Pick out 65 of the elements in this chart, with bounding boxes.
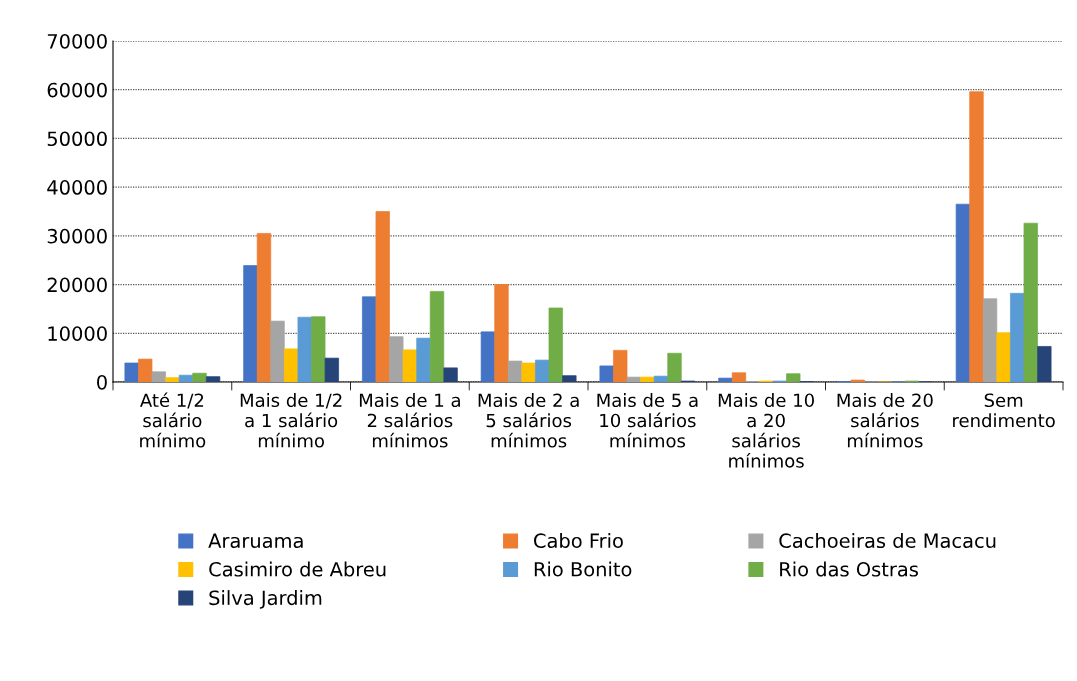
bar (718, 377, 733, 382)
bar (138, 358, 153, 382)
bar (667, 352, 682, 382)
bar (494, 284, 509, 382)
bar (1037, 346, 1052, 382)
legend-label: Casimiro de Abreu (209, 561, 386, 577)
x-tick-label: Mais de 2 a 5 salários mínimos (478, 393, 579, 448)
bar (151, 371, 166, 382)
bar (165, 377, 180, 382)
y-tick-label: 30000 (47, 228, 107, 244)
y-tick-label: 50000 (47, 131, 107, 147)
bar (243, 265, 258, 382)
y-tick-label: 10000 (48, 326, 107, 341)
legend-label: Cabo Frio (534, 533, 623, 549)
bar (626, 376, 641, 382)
bar (311, 316, 326, 382)
legend-label: Rio Bonito (534, 561, 632, 577)
bar (640, 376, 655, 382)
bar (613, 349, 628, 382)
bar (324, 357, 339, 382)
bar (982, 298, 998, 382)
x-tick-label: Mais de 1/2 a 1 salário mínimo (240, 393, 342, 448)
bar (599, 365, 614, 382)
x-tick-label: Até 1/2 salário mínimo (140, 392, 206, 448)
legend-label: Silva Jardim (209, 590, 322, 609)
x-tick-label: Mais de 20 salários mínimos (837, 393, 933, 448)
x-tick-label: Sem rendimento (953, 393, 1055, 428)
bar (480, 331, 496, 382)
bar (443, 367, 458, 382)
bar (1023, 222, 1038, 382)
y-tick-label: 0 (97, 374, 107, 390)
x-tick-label: Mais de 1 a 2 salários mínimos (359, 393, 460, 448)
bar (535, 359, 550, 382)
bar (124, 362, 139, 382)
bar (507, 360, 523, 382)
y-tick-label: 40000 (47, 180, 107, 195)
bar (283, 348, 299, 382)
x-tick-label: Mais de 10 a 20 salários mínimos (718, 393, 814, 468)
bar (270, 320, 285, 382)
bar (375, 211, 390, 382)
bar (996, 332, 1011, 382)
x-tick-label: Mais de 5 a 10 salários mínimos (597, 393, 698, 448)
bar (297, 316, 312, 382)
bar (548, 307, 563, 382)
bar (955, 203, 971, 382)
y-tick-label: 60000 (47, 82, 107, 98)
bar (389, 336, 404, 382)
bar (429, 291, 445, 382)
bar (562, 375, 577, 382)
bar (192, 372, 207, 382)
bar (256, 233, 272, 382)
bar (731, 372, 747, 382)
bar (1010, 292, 1025, 382)
bar (416, 337, 431, 382)
legend-label: Rio das Ostras (780, 561, 918, 577)
y-tick-label: 20000 (47, 277, 107, 293)
bar (402, 349, 418, 382)
legend-label: Araruama (208, 533, 303, 549)
y-tick-label: 70000 (47, 33, 107, 49)
legend-label: Cachoeiras de Macacu (779, 533, 996, 549)
bar (969, 91, 984, 382)
bar (205, 376, 221, 382)
bar (362, 296, 377, 382)
bar (786, 373, 801, 382)
bar (521, 362, 536, 382)
